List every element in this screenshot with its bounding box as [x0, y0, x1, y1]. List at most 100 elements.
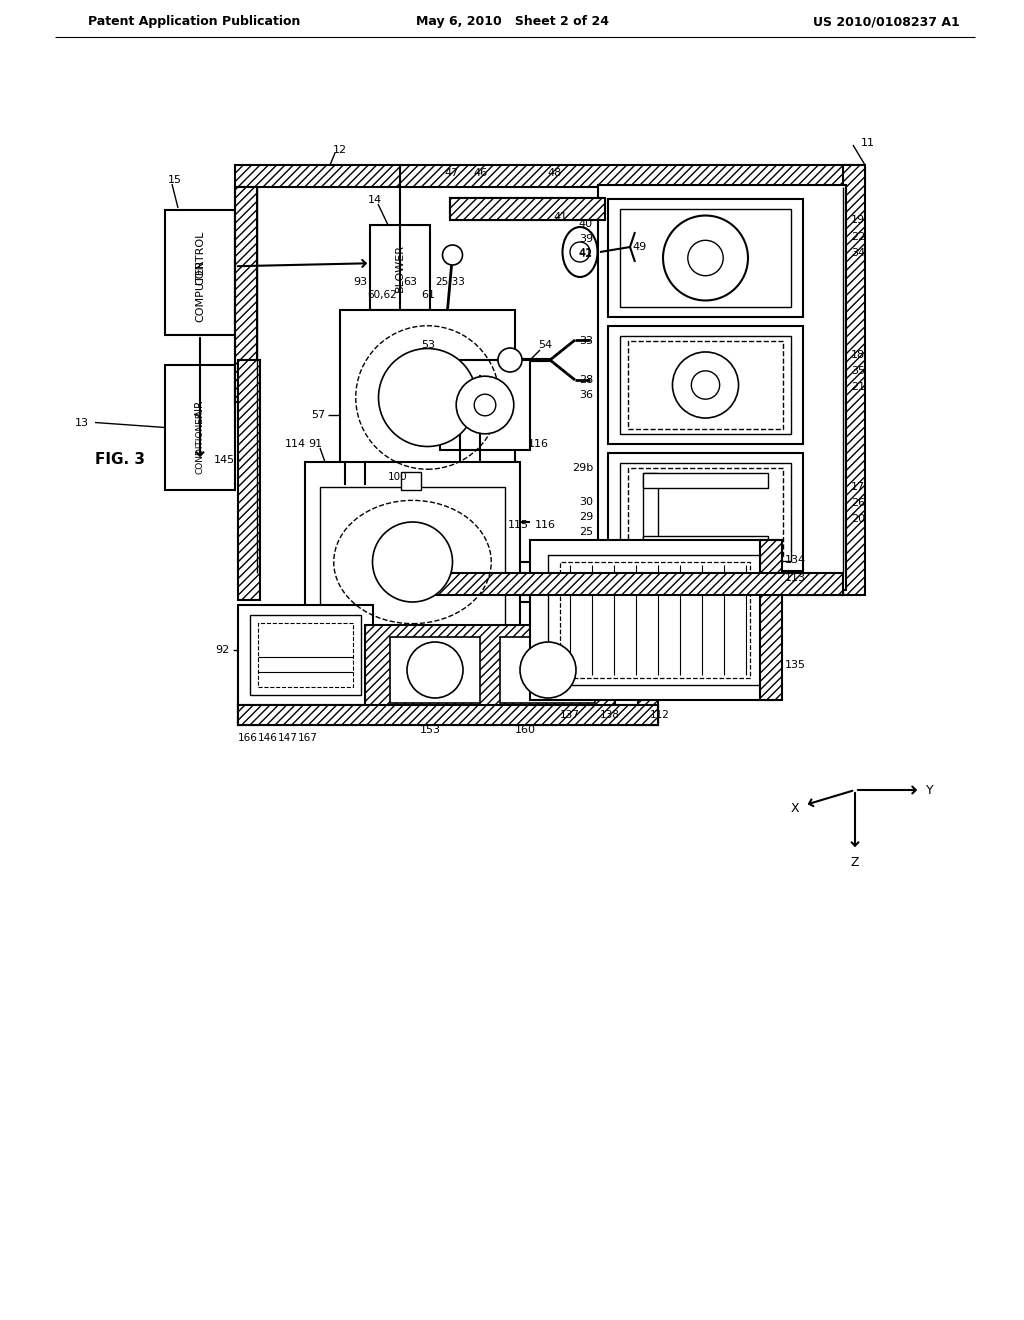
Text: 18: 18 [851, 350, 865, 360]
Bar [620, 463, 791, 561]
Circle shape [663, 215, 748, 301]
Bar [370, 224, 430, 310]
Text: 47: 47 [444, 168, 459, 178]
Text: 116: 116 [535, 520, 555, 531]
Text: 114: 114 [285, 440, 305, 449]
Text: 25,33: 25,33 [435, 277, 465, 286]
Text: 134: 134 [785, 554, 806, 565]
Text: X: X [791, 801, 800, 814]
Text: 138: 138 [600, 710, 620, 719]
Bar [598, 185, 846, 590]
Text: 14: 14 [368, 195, 382, 205]
Bar [530, 540, 780, 700]
Bar [450, 198, 605, 220]
Bar [340, 310, 515, 484]
Bar [548, 554, 762, 685]
Bar [608, 453, 803, 572]
Text: AIR: AIR [195, 400, 205, 417]
Text: 11: 11 [861, 139, 874, 148]
Text: BLOWER: BLOWER [395, 243, 406, 292]
Bar [305, 462, 520, 663]
Bar [643, 473, 768, 488]
Bar [365, 624, 615, 715]
Text: 26: 26 [851, 498, 865, 508]
Text: 116: 116 [527, 440, 549, 449]
Text: 22: 22 [851, 232, 865, 242]
Bar [238, 705, 658, 725]
Text: US 2010/0108237 A1: US 2010/0108237 A1 [813, 16, 961, 29]
Bar [620, 209, 791, 308]
Text: Y: Y [926, 784, 934, 796]
Text: 153: 153 [420, 725, 440, 735]
Text: 12: 12 [333, 145, 347, 154]
Text: 13: 13 [75, 417, 89, 428]
Text: 167: 167 [298, 733, 317, 743]
Circle shape [457, 376, 514, 434]
Bar [440, 360, 530, 450]
Text: 40: 40 [579, 219, 593, 228]
Text: May 6, 2010   Sheet 2 of 24: May 6, 2010 Sheet 2 of 24 [416, 16, 608, 29]
Circle shape [379, 348, 476, 446]
Text: 36: 36 [579, 389, 593, 400]
Text: 21: 21 [851, 381, 865, 392]
Bar [560, 562, 750, 678]
Text: COMPUTER: COMPUTER [195, 260, 205, 322]
Text: 29: 29 [579, 512, 593, 521]
Bar [234, 165, 865, 187]
Ellipse shape [562, 227, 597, 277]
Text: 145: 145 [214, 455, 234, 465]
Circle shape [442, 246, 463, 265]
Bar [418, 573, 843, 595]
Bar [843, 165, 865, 595]
Bar [238, 645, 258, 725]
Text: 17: 17 [851, 482, 865, 492]
Text: 135: 135 [785, 660, 806, 671]
Text: 49: 49 [633, 242, 647, 252]
Text: Z: Z [851, 855, 859, 869]
Bar [390, 638, 480, 704]
Text: 19: 19 [851, 215, 865, 224]
Bar [760, 540, 782, 700]
Text: 25: 25 [579, 527, 593, 537]
Bar [238, 605, 373, 705]
Circle shape [673, 352, 738, 418]
Bar [628, 341, 783, 429]
Circle shape [407, 642, 463, 698]
Bar [250, 615, 361, 696]
Text: 41: 41 [553, 213, 567, 222]
Bar [628, 469, 783, 556]
Bar [238, 705, 658, 725]
Text: 146: 146 [258, 733, 278, 743]
Text: CONDITIONER: CONDITIONER [196, 411, 205, 474]
Text: 112: 112 [650, 710, 670, 719]
Text: 48: 48 [548, 168, 562, 178]
Text: 100: 100 [388, 473, 408, 482]
Circle shape [570, 242, 590, 261]
Circle shape [373, 521, 453, 602]
Bar [234, 187, 257, 403]
Text: 53: 53 [421, 341, 435, 350]
Circle shape [520, 642, 575, 698]
Text: 113: 113 [785, 573, 806, 583]
Text: 115: 115 [508, 520, 528, 531]
Text: 57: 57 [311, 411, 325, 420]
Text: 20: 20 [851, 513, 865, 524]
Text: 93: 93 [353, 277, 367, 286]
Text: 92: 92 [216, 645, 230, 655]
Text: 29b: 29b [571, 463, 593, 473]
Text: 42: 42 [579, 249, 593, 259]
Text: 28: 28 [579, 375, 593, 385]
Text: 147: 147 [279, 733, 298, 743]
Text: 61: 61 [421, 290, 435, 300]
Text: 34: 34 [851, 248, 865, 257]
Bar [643, 473, 658, 550]
Bar [643, 536, 768, 550]
Bar [500, 638, 595, 704]
Text: 54: 54 [538, 341, 552, 350]
Bar [620, 337, 791, 434]
Text: 60,62: 60,62 [368, 290, 397, 300]
Circle shape [498, 348, 522, 372]
Bar [319, 487, 505, 638]
Bar [414, 384, 441, 412]
Text: 46: 46 [473, 168, 487, 178]
